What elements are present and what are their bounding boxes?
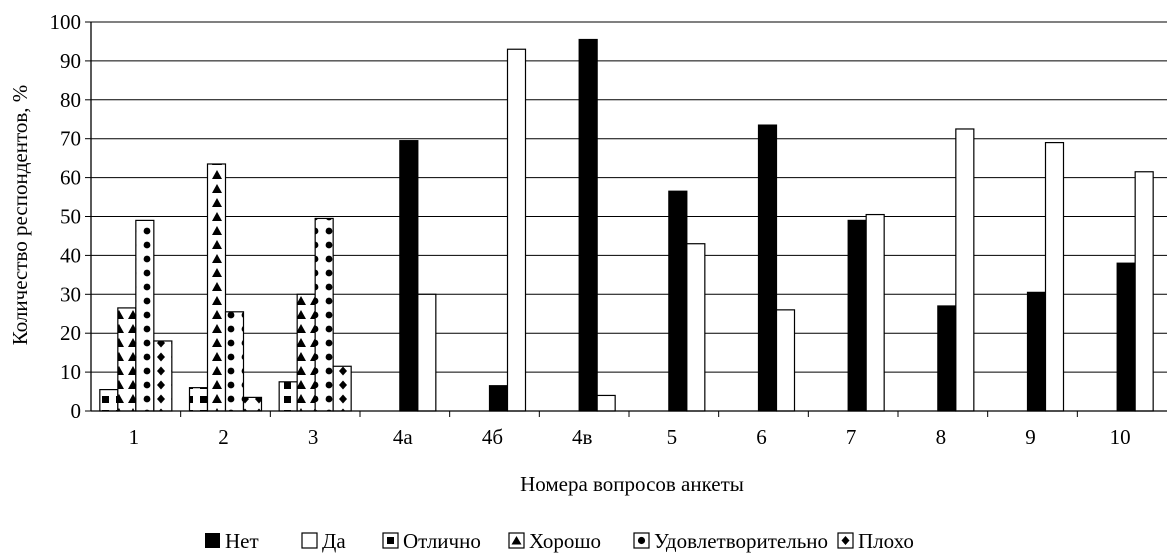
x-tick-label: 8 [936,425,947,449]
y-tick-label: 20 [60,321,81,345]
x-tick-label: 1 [129,425,140,449]
x-tick-labels: 1 2 3 4а 4б 4в 5 6 7 8 9 10 [129,425,1131,449]
bar [242,396,263,412]
y-axis-label: Количество респондентов, % [8,85,32,346]
legend-item: Отлично [382,529,481,553]
gridlines [85,21,1167,417]
legend-label: Плохо [858,529,914,553]
legend-label: Да [322,529,346,553]
legend-label: Нет [225,529,259,553]
bar [314,217,334,412]
legend-item: Нет [205,529,259,553]
y-tick-label: 70 [60,127,81,151]
y-tick-labels: 0 10 20 30 40 50 60 70 80 90 100 [50,10,82,423]
x-tick-label: 10 [1110,425,1131,449]
bar [117,307,137,412]
x-tick-label: 6 [756,425,767,449]
bar [1044,141,1065,412]
bar [206,163,227,412]
x-tick-label: 3 [308,425,319,449]
bar [135,219,155,412]
bar [775,309,796,412]
legend: Нет Да Отлично Хорошо Удовлетворительно Плохо [205,529,914,553]
x-axis-label: Номера вопросов анкеты [520,472,744,496]
bar [1116,262,1136,412]
bar [668,190,688,412]
y-tick-label: 50 [60,205,81,229]
bar [937,305,957,412]
bar [578,38,598,412]
bar [1134,171,1154,412]
x-tick-label: 9 [1025,425,1036,449]
bar [332,365,352,412]
bar [153,340,173,412]
bar [757,124,778,412]
y-tick-label: 90 [60,49,81,73]
y-tick-label: 60 [60,166,81,190]
x-tick-label: 7 [846,425,857,449]
y-tick-label: 100 [50,10,82,34]
bar [1026,291,1047,412]
legend-label: Отлично [403,529,481,553]
legend-label: Удовлетворительно [654,529,828,553]
bar [224,311,245,412]
x-tick-label: 4а [393,425,414,449]
x-tick-label: 2 [218,425,229,449]
bar [506,48,527,412]
legend-item: Удовлетворительно [633,529,828,553]
bar [188,387,209,412]
legend-item: Плохо [837,529,914,553]
legend-label: Хорошо [529,529,601,553]
bars [99,38,1154,412]
axes [90,22,1167,412]
y-tick-label: 30 [60,282,81,306]
legend-item: Да [301,529,346,553]
x-tick-label: 4в [572,425,593,449]
bar [847,219,867,412]
bar [955,128,975,412]
bar [686,243,706,412]
y-tick-label: 0 [71,399,82,423]
x-tick-label: 4б [482,425,503,449]
bar [488,385,509,412]
bar [99,389,119,412]
x-tick-label: 5 [667,425,678,449]
bar [865,213,885,412]
y-tick-label: 10 [60,360,81,384]
legend-item: Хорошо [508,529,601,553]
bar [596,394,616,412]
y-tick-label: 80 [60,88,81,112]
bar [278,381,298,412]
y-tick-label: 40 [60,243,81,267]
bar [296,293,316,412]
bar [417,293,437,412]
bar [399,140,419,412]
